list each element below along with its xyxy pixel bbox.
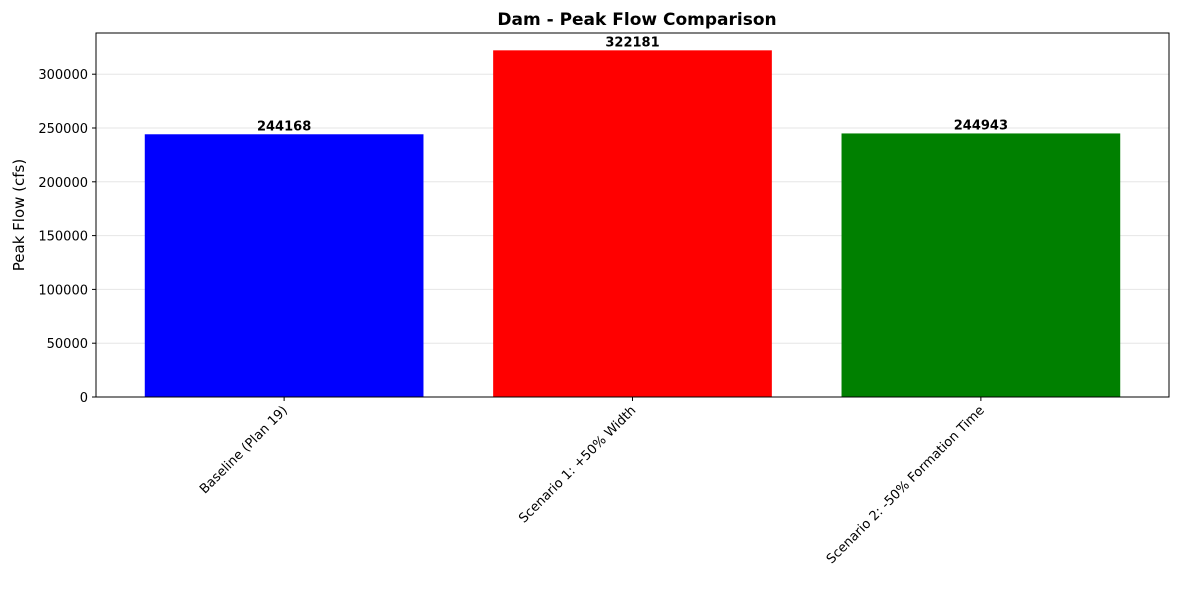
plot-frame bbox=[95, 32, 1170, 398]
y-tick-label: 150000 bbox=[38, 230, 88, 245]
bar bbox=[144, 134, 424, 397]
bar bbox=[841, 133, 1121, 398]
data-label: 322181 bbox=[605, 35, 659, 50]
x-tick-label: Scenario 2: -50% Formation Time bbox=[824, 403, 988, 567]
bar bbox=[493, 50, 772, 397]
y-tick-label: 200000 bbox=[38, 176, 88, 191]
data-label: 244943 bbox=[954, 118, 1008, 133]
chart-title: Dam - Peak Flow Comparison bbox=[497, 10, 776, 30]
y-tick-label: 300000 bbox=[38, 68, 88, 83]
x-tick-label: Baseline (Plan 19) bbox=[197, 403, 291, 497]
y-tick-label: 250000 bbox=[38, 122, 88, 137]
x-tick-label: Scenario 1: +50% Width bbox=[516, 403, 639, 526]
y-axis-label: Peak Flow (cfs) bbox=[10, 159, 28, 271]
y-tick-label: 100000 bbox=[38, 283, 88, 298]
y-tick-label: 0 bbox=[80, 391, 88, 406]
y-tick-label: 50000 bbox=[47, 337, 88, 352]
data-label: 244168 bbox=[257, 119, 311, 134]
